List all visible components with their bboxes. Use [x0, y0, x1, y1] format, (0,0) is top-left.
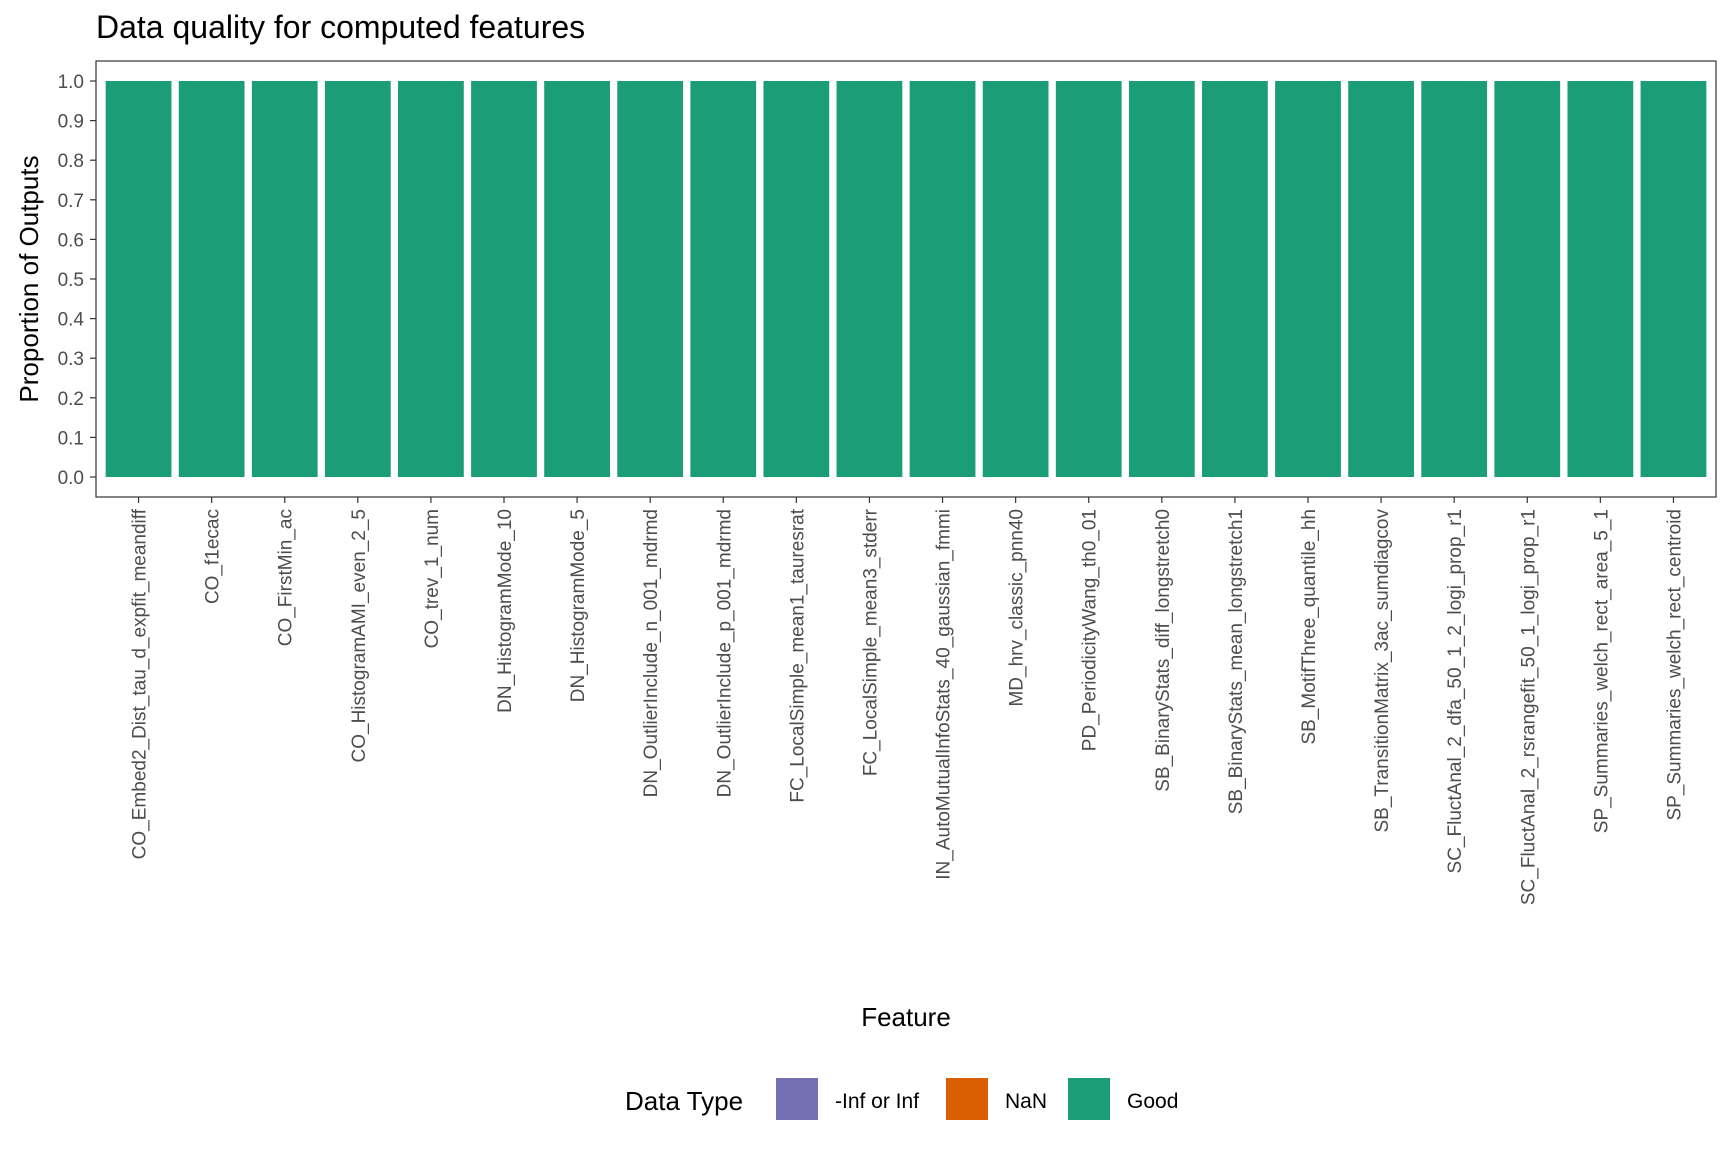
- y-tick-label: 0.3: [58, 349, 84, 370]
- x-tick-label: CO_HistogramAMI_even_2_5: [349, 509, 370, 762]
- legend-key: [1068, 1078, 1110, 1120]
- legend-key: [946, 1078, 988, 1120]
- bar-good: [251, 81, 318, 477]
- y-tick-label: 0.6: [58, 230, 84, 251]
- x-tick-label: CO_f1ecac: [203, 509, 224, 604]
- y-tick-label: 0.7: [58, 191, 84, 212]
- bar-good: [324, 81, 391, 477]
- chart-title: Data quality for computed features: [96, 9, 585, 45]
- x-tick-label: SB_MotifThree_quantile_hh: [1299, 509, 1320, 745]
- bar-good: [1128, 81, 1195, 477]
- y-tick-label: 0.2: [58, 389, 84, 410]
- x-tick-label: DN_OutlierInclude_n_001_mdrmd: [641, 509, 662, 797]
- bar-good: [909, 81, 976, 477]
- y-tick-label: 0.9: [58, 112, 84, 133]
- bar-good: [1055, 81, 1122, 477]
- x-tick-label: SB_BinaryStats_mean_longstretch1: [1226, 509, 1247, 814]
- legend: Data Type -Inf or Inf NaN Good: [625, 1078, 1178, 1120]
- bar-good: [836, 81, 903, 477]
- legend-label: -Inf or Inf: [835, 1090, 919, 1113]
- bar-good: [1640, 81, 1707, 477]
- bar-good: [544, 81, 610, 477]
- x-tick-label: CO_trev_1_num: [422, 509, 443, 648]
- bar-good: [471, 81, 537, 477]
- bar-good: [763, 81, 830, 477]
- bar-good: [1421, 81, 1488, 477]
- y-tick-label: 0.1: [58, 428, 84, 449]
- y-tick-label: 0.0: [58, 468, 84, 489]
- bars-layer: [105, 81, 1707, 477]
- legend-title: Data Type: [625, 1086, 743, 1116]
- bar-good: [178, 81, 245, 477]
- x-tick-label: MD_hrv_classic_pnn40: [1007, 509, 1028, 707]
- bar-good: [398, 81, 464, 477]
- y-tick-label: 1.0: [58, 72, 84, 93]
- y-axis: 0.0 0.1 0.2 0.3 0.4 0.5 0.6 0.7 0.8 0.9 1.0: [58, 72, 96, 489]
- x-axis: CO_Embed2_Dist_tau_d_expfit_meandiff CO_f…: [130, 497, 1685, 905]
- bar-good: [105, 81, 172, 477]
- y-tick-label: 0.4: [58, 310, 85, 331]
- legend-label: NaN: [1005, 1090, 1047, 1113]
- x-tick-label: SC_FluctAnal_2_dfa_50_1_2_logi_prop_r1: [1445, 509, 1466, 873]
- x-tick-label: SB_TransitionMatrix_3ac_sumdiagcov: [1372, 509, 1393, 833]
- x-tick-label: DN_OutlierInclude_p_001_mdrmd: [714, 509, 735, 797]
- y-tick-label: 0.8: [58, 151, 84, 172]
- x-tick-label: SP_Summaries_welch_rect_centroid: [1664, 509, 1685, 821]
- y-axis-title: Proportion of Outputs: [14, 155, 44, 402]
- x-tick-label: SP_Summaries_welch_rect_area_5_1: [1591, 509, 1612, 833]
- x-tick-label: SC_FluctAnal_2_rsrangefit_50_1_logi_prop…: [1518, 509, 1539, 905]
- y-tick-label: 0.5: [58, 270, 84, 291]
- bar-good: [1494, 81, 1561, 477]
- bar-good: [1275, 81, 1341, 477]
- x-tick-label: DN_HistogramMode_5: [568, 509, 589, 702]
- x-tick-label: IN_AutoMutualInfoStats_40_gaussian_fmmi: [934, 509, 955, 880]
- bar-good: [1567, 81, 1634, 477]
- x-tick-label: CO_FirstMin_ac: [276, 509, 297, 646]
- x-tick-label: SB_BinaryStats_diff_longstretch0: [1153, 509, 1174, 792]
- bar-good: [1348, 81, 1414, 477]
- x-tick-label: PD_PeriodicityWang_th0_01: [1080, 509, 1101, 751]
- legend-label: Good: [1127, 1090, 1178, 1113]
- x-tick-label: FC_LocalSimple_mean1_tauresrat: [787, 508, 808, 802]
- x-axis-title: Feature: [861, 1002, 951, 1032]
- legend-key: [776, 1078, 818, 1120]
- x-tick-label: CO_Embed2_Dist_tau_d_expfit_meandiff: [130, 508, 151, 859]
- x-tick-label: FC_LocalSimple_mean3_stderr: [860, 508, 881, 776]
- bar-good: [617, 81, 684, 477]
- bar-good: [690, 81, 757, 477]
- x-tick-label: DN_HistogramMode_10: [495, 509, 516, 713]
- bar-good: [982, 81, 1049, 477]
- bar-good: [1202, 81, 1268, 477]
